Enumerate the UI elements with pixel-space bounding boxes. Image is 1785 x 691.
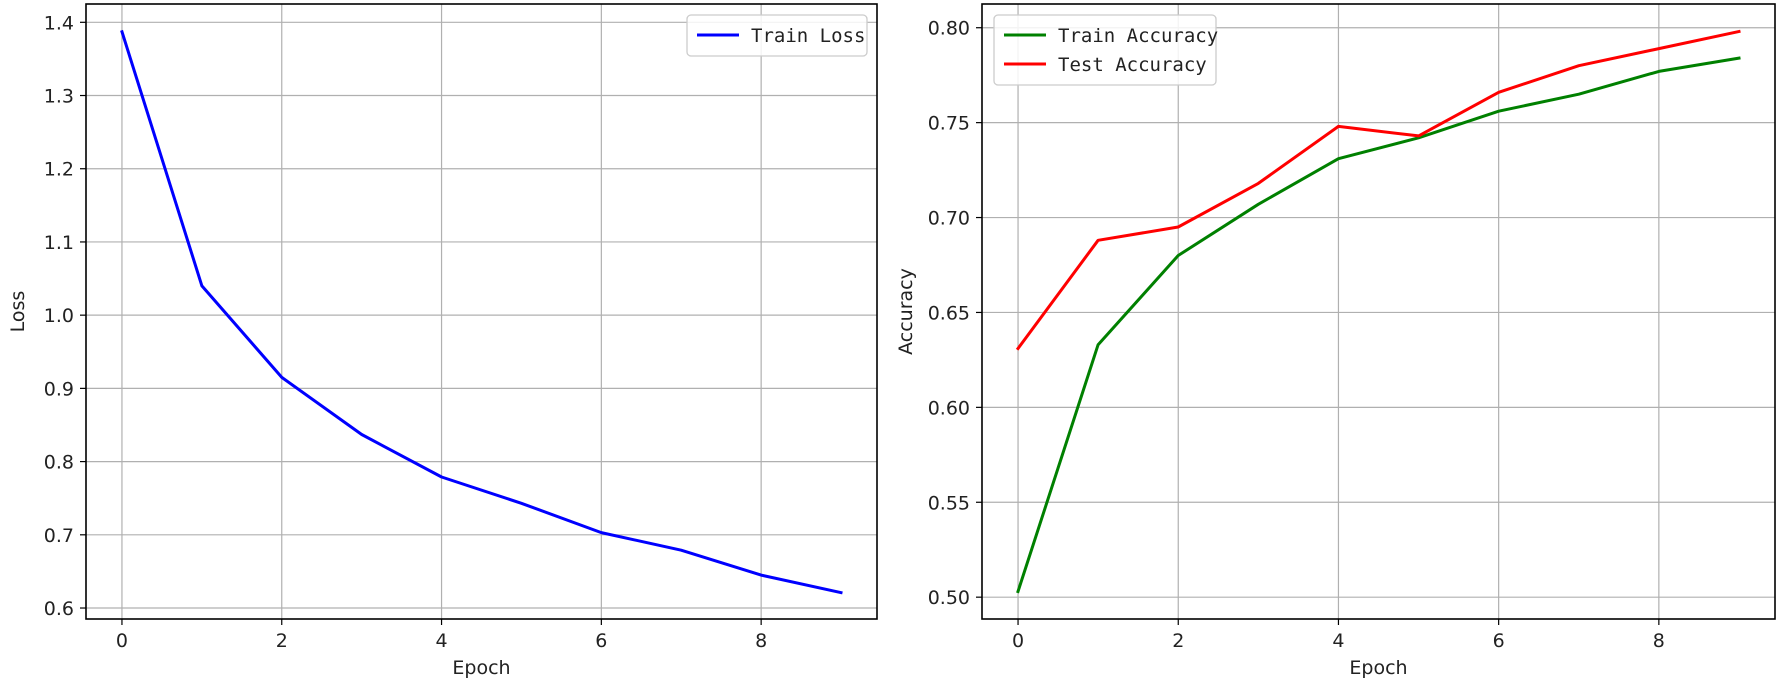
y-tick-label: 0.80 (928, 18, 970, 40)
y-tick-label: 0.55 (928, 492, 970, 514)
y-tick-label: 0.60 (928, 397, 970, 419)
x-tick-label: 8 (755, 630, 767, 652)
y-tick-label: 0.50 (928, 587, 970, 609)
x-tick-label: 8 (1653, 630, 1665, 652)
y-tick-label: 0.70 (928, 208, 970, 230)
x-tick-label: 2 (1172, 630, 1184, 652)
x-tick-label: 4 (436, 630, 448, 652)
y-tick-label: 0.8 (44, 452, 74, 474)
chart-1: 0 2 4 6 8 0.6 0.7 0.8 0.9 1.0 1.1 1.2 1.3 1.4 Epoch Los… (7, 3, 878, 679)
x-tick-label: 2 (276, 630, 288, 652)
legend: Train Loss (686, 14, 868, 57)
y-tick-label: 1.3 (44, 86, 74, 108)
x-tick-label: 0 (116, 630, 128, 652)
y-tick-label: 0.6 (44, 598, 74, 620)
series-line-1 (1016, 56, 1741, 594)
y-tick-label: 0.9 (44, 378, 74, 400)
series-line-2 (1015, 29, 1741, 351)
series-line-1 (120, 29, 843, 595)
x-tick-label: 6 (595, 630, 607, 652)
y-tick-label: 1.1 (44, 232, 74, 254)
legend-label-1: Train Accuracy (1058, 25, 1218, 47)
plot-frame (981, 3, 1776, 620)
y-tick-label: 1.2 (44, 159, 74, 181)
y-tick-label: 0.75 (928, 113, 970, 135)
legend-label-1: Train Loss (751, 25, 865, 47)
plot-frame (85, 3, 878, 620)
x-axis-label: Epoch (1349, 657, 1407, 679)
x-tick-label: 4 (1332, 630, 1344, 652)
y-tick-label: 0.65 (928, 302, 970, 324)
y-tick-label: 1.0 (44, 305, 74, 327)
y-axis-label: Accuracy (895, 268, 917, 355)
legend: Train Accuracy Test Accuracy (993, 14, 1218, 86)
legend-box (686, 14, 868, 57)
legend-label-2: Test Accuracy (1058, 54, 1207, 76)
x-tick-label: 0 (1012, 630, 1024, 652)
y-axis-label: Loss (7, 291, 29, 333)
y-tick-label: 1.4 (44, 12, 74, 34)
y-tick-label: 0.7 (44, 525, 74, 547)
legend-box (993, 14, 1217, 86)
x-axis-label: Epoch (452, 657, 510, 679)
chart-2: 0 2 4 6 8 0.50 0.55 0.60 0.65 0.70 0.75 0.80 Epoch Ac… (895, 3, 1776, 679)
x-tick-label: 6 (1493, 630, 1505, 652)
